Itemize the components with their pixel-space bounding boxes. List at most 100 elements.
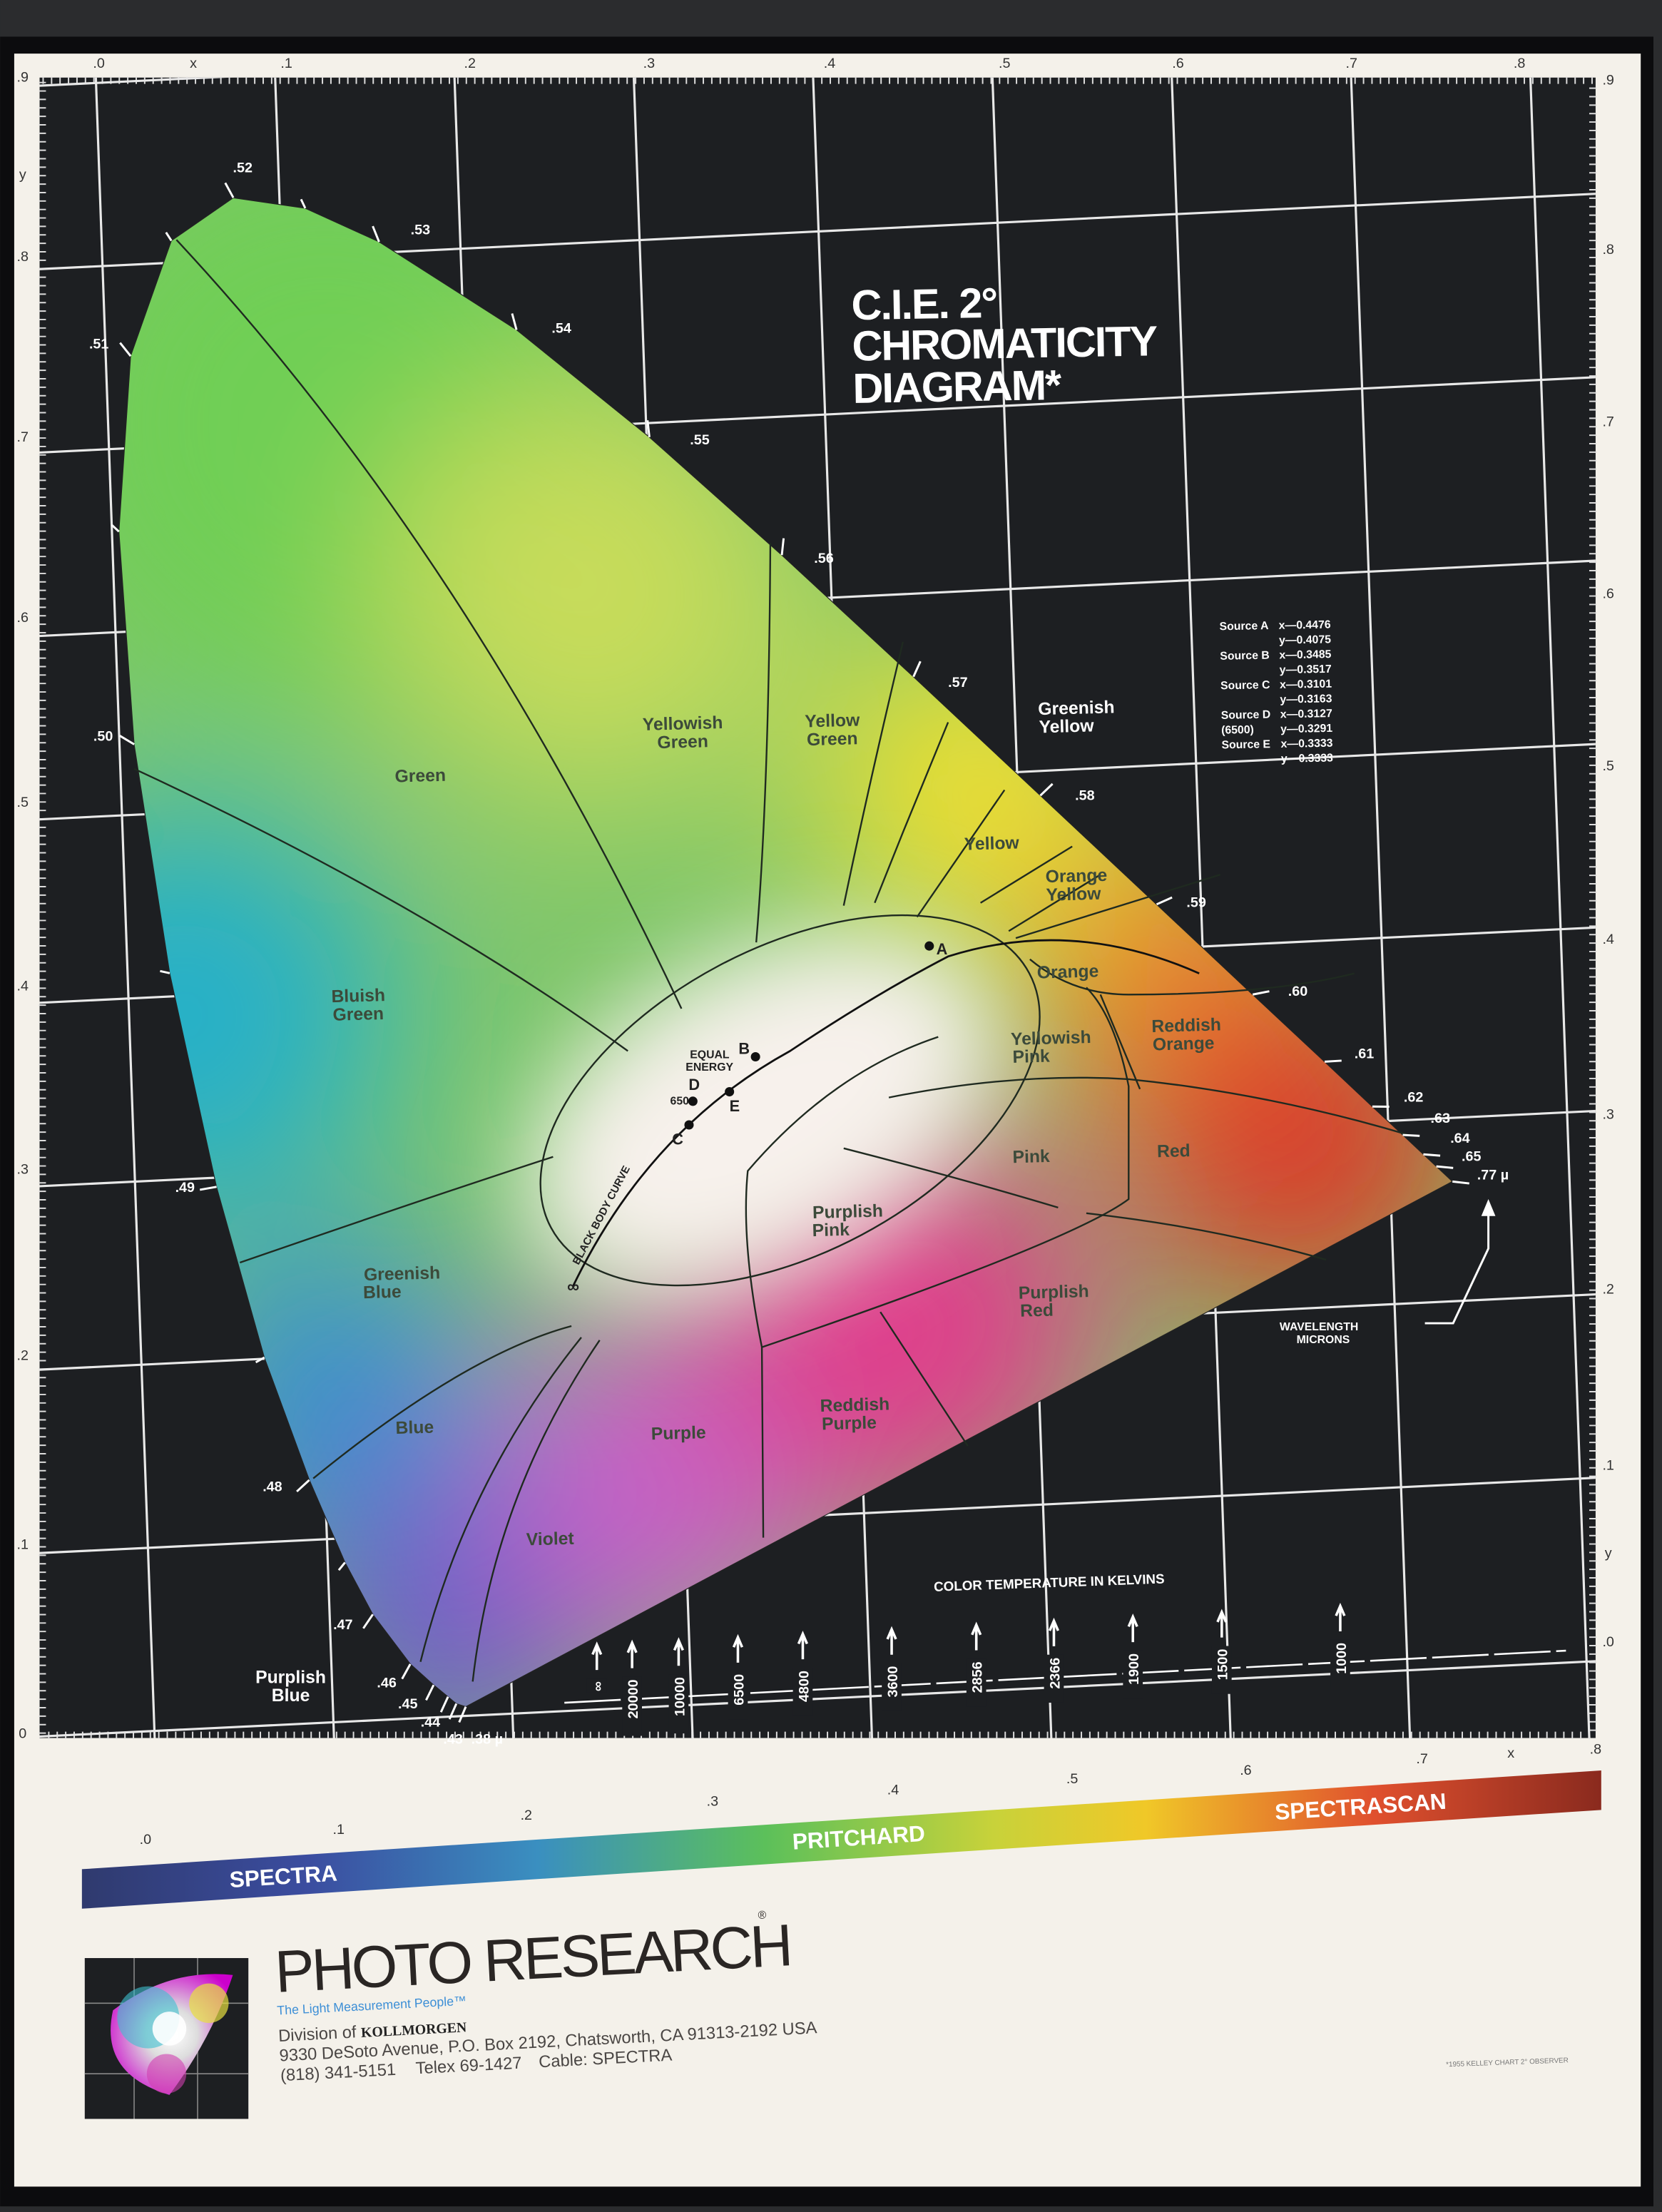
axis-label-top: .1: [280, 56, 292, 71]
wavelength-tick: [224, 182, 235, 198]
region-label: Reddish: [1151, 1015, 1221, 1036]
wavelength-label: .43: [443, 1731, 462, 1747]
illuminant-sources: A B C D E: [672, 940, 947, 1148]
wavelength-label: .38 µ: [471, 1731, 503, 1747]
temperature-label: 3600: [885, 1666, 901, 1698]
wavelength-tick: [1252, 990, 1270, 996]
title-line-3: DIAGRAM*: [852, 361, 1063, 412]
arrow-up-icon: [732, 1633, 744, 1663]
d6500-label: 6500: [671, 1096, 695, 1108]
wavelength-label: .45: [398, 1696, 417, 1712]
title-line-2: CHROMATICITY: [852, 317, 1158, 369]
source-table-name: Source E: [1221, 738, 1270, 751]
axis-label-top: .4: [824, 56, 835, 71]
axis-label-top: .6: [1172, 56, 1183, 71]
region-label: Yellowish: [642, 713, 723, 735]
axis-label-right: .8: [1602, 242, 1613, 258]
region-label: Purplish: [812, 1201, 884, 1223]
temperature-label: ∞: [591, 1681, 606, 1691]
wavelength-label: .46: [377, 1675, 396, 1691]
arrow-up-icon: [1048, 1617, 1060, 1646]
region-label: Purple: [822, 1413, 877, 1434]
wavelength-tick: [296, 1479, 310, 1493]
axis-label-left: .5: [17, 795, 29, 810]
arrow-up-icon: [1127, 1613, 1138, 1643]
black-body-curve: [571, 939, 1200, 1288]
wavelength-label: .77 µ: [1477, 1167, 1509, 1183]
wavelength-tick: [1039, 783, 1054, 797]
axis-label-left: .3: [17, 1161, 29, 1177]
wavelength-label: .49: [175, 1180, 195, 1196]
axis-label-right: .6: [1602, 586, 1613, 602]
axis-label-right: .5: [1602, 758, 1613, 774]
wavelength-tick: [646, 420, 651, 438]
region-label: Yellowish: [1011, 1028, 1091, 1049]
wavelength-tick: [118, 735, 135, 745]
axis-label-left: y: [19, 167, 26, 183]
wavelength-label-1: WAVELENGTH: [1280, 1321, 1358, 1333]
source-point-d: [688, 1096, 698, 1106]
temperature-label-bg: [1330, 1639, 1350, 1688]
source-point-e: [725, 1087, 735, 1097]
region-label: Orange: [1153, 1034, 1215, 1054]
wavelength-label: .58: [1075, 788, 1094, 803]
wavelength-label: .60: [1288, 984, 1307, 999]
source-point-a: [924, 941, 934, 951]
region-label: Purplish: [1018, 1282, 1089, 1303]
axis-label-left: .6: [17, 610, 29, 626]
region-label: Blue: [395, 1418, 434, 1438]
source-table-value: x—0.3333: [1280, 738, 1332, 750]
wavelength-tick: [511, 313, 518, 330]
axis-label-right: .3: [1602, 1106, 1613, 1122]
source-table-value: y—0.3291: [1280, 723, 1332, 735]
grid-line-x: [94, 77, 156, 1738]
axis-label-right: y: [1605, 1545, 1612, 1561]
axis-label-bottom: .6: [1240, 1763, 1251, 1778]
rainbow-band: [81, 1770, 1601, 1909]
wavelength-tick: [1156, 896, 1173, 906]
wavelength-tick: [448, 1703, 458, 1720]
region-label: Yellow: [1046, 885, 1101, 905]
white-region-boundary: [539, 914, 1041, 1287]
wavelength-tick: [1402, 1133, 1420, 1137]
temperature-label-bg: [622, 1676, 642, 1736]
source-table-name: Source C: [1220, 679, 1270, 692]
axis-label-right: .1: [1602, 1458, 1613, 1474]
region-label: Greenish: [1038, 698, 1115, 719]
axis-label-left: .4: [17, 978, 29, 994]
wavelength-tick: [337, 1561, 346, 1571]
axis-label-right: .4: [1602, 932, 1613, 947]
wavelength-tick: [1452, 1180, 1469, 1185]
region-label-purplish-blue: Purplish: [255, 1668, 326, 1687]
region-label: Red: [1020, 1301, 1054, 1321]
source-table-value: y—0.3163: [1280, 693, 1332, 705]
source-table-name: Source B: [1220, 650, 1270, 663]
wavelength-tick: [425, 1684, 435, 1701]
source-table-value: x—0.3101: [1280, 678, 1332, 691]
source-table-value: y—0.3517: [1280, 663, 1332, 676]
wavelength-label: .51: [89, 336, 108, 352]
axis-label-top: .7: [1346, 56, 1357, 71]
axis-label-left: 0: [19, 1726, 26, 1742]
grid-line-x: [1350, 77, 1412, 1738]
region-label: Yellow: [964, 834, 1019, 855]
grid-line-y: [39, 1477, 1596, 1554]
equal-energy-label-2: ENERGY: [685, 1061, 733, 1074]
axis-label-left: .2: [17, 1347, 29, 1363]
region-label: Red: [1157, 1141, 1191, 1161]
arrow-up-icon: [591, 1641, 603, 1671]
axis-label-bottom: .5: [1066, 1771, 1078, 1787]
wavelength-tick: [160, 969, 170, 974]
wavelength-tick: [1436, 1165, 1454, 1169]
region-label: Green: [332, 1004, 384, 1025]
wavelength-tick: [199, 1186, 217, 1191]
source-table-value: x—0.4476: [1278, 619, 1330, 632]
temperature-label-bg: [792, 1668, 813, 1716]
source-label-a: A: [937, 940, 948, 958]
source-label-d: D: [688, 1076, 700, 1094]
axis-label-bottom: x: [1507, 1745, 1514, 1761]
wavelength-label: .55: [690, 432, 709, 448]
wavelength-tick: [119, 342, 132, 357]
axis-label-top: x: [190, 56, 197, 71]
region-label: Pink: [1012, 1147, 1050, 1167]
